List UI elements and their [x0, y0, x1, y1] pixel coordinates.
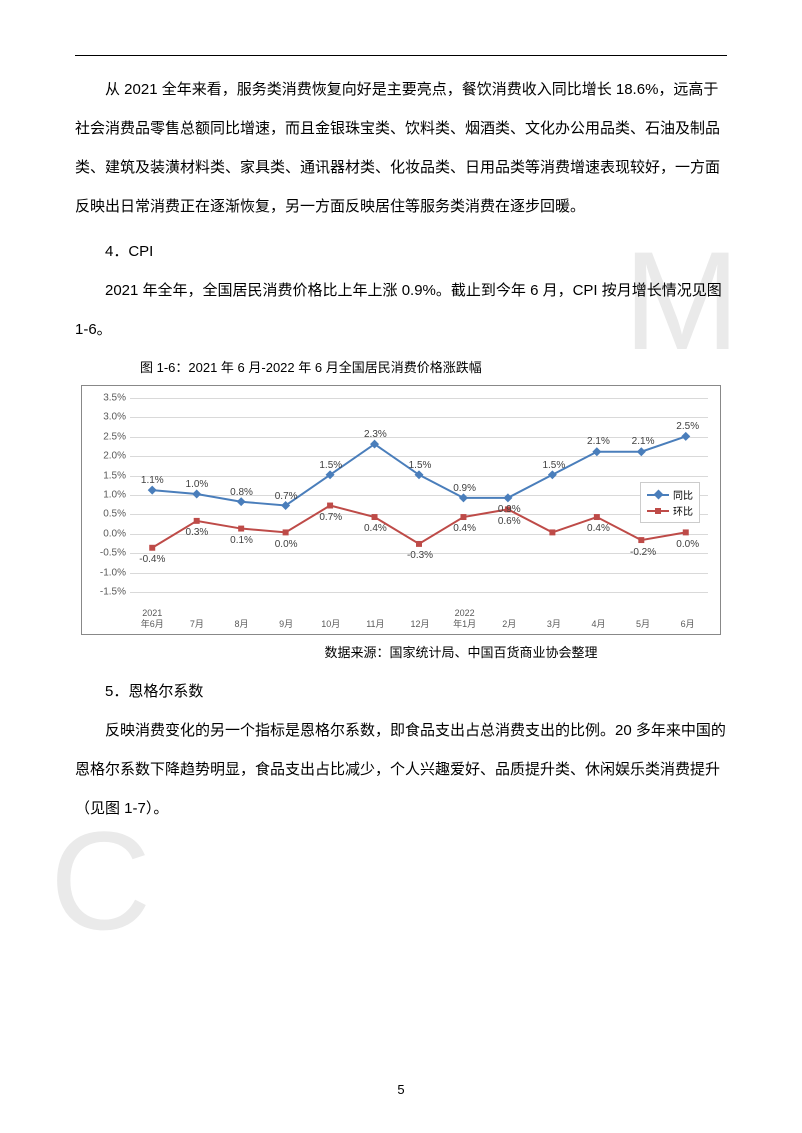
legend-line-yoy [647, 494, 669, 496]
data-label: 0.4% [364, 523, 387, 534]
x-tick-label: 2022 年1月 [453, 608, 476, 630]
data-label: -0.4% [139, 554, 165, 565]
y-tick-label: 1.5% [86, 470, 126, 481]
paragraph-1: 从 2021 全年来看，服务类消费恢复向好是主要亮点，餐饮消费收入同比增长 18… [75, 70, 727, 226]
paragraph-3: 反映消费变化的另一个指标是恩格尔系数，即食品支出占总消费支出的比例。20 多年来… [75, 711, 727, 828]
chart-legend: 同比 环比 [640, 482, 700, 523]
data-label: -0.3% [407, 550, 433, 561]
x-tick-label: 8月 [235, 619, 249, 630]
chart-source: 数据来源：国家统计局、中国百货商业协会整理 [75, 639, 727, 668]
legend-label-mom: 环比 [673, 503, 693, 518]
legend-item-yoy: 同比 [647, 487, 693, 502]
chart-title: 图 1-6：2021 年 6 月-2022 年 6 月全国居民消费价格涨跌幅 [75, 355, 727, 381]
data-label: 0.0% [676, 539, 699, 550]
data-label: 2.1% [587, 436, 610, 447]
x-tick-label: 7月 [190, 619, 204, 630]
data-label: -0.2% [630, 547, 656, 558]
data-label: 2.3% [364, 429, 387, 440]
x-tick-label: 4月 [591, 619, 605, 630]
y-tick-label: 0.0% [86, 528, 126, 539]
data-label: 0.7% [275, 491, 298, 502]
y-tick-label: -0.5% [86, 548, 126, 559]
legend-label-yoy: 同比 [673, 487, 693, 502]
data-label: 2.5% [676, 421, 699, 432]
data-label: 1.0% [186, 479, 209, 490]
heading-4-cpi: 4．CPI [75, 232, 727, 271]
data-label: 0.4% [587, 523, 610, 534]
data-label: 1.5% [542, 460, 565, 471]
data-label: 0.9% [498, 504, 521, 515]
data-label: 1.5% [409, 460, 432, 471]
x-tick-label: 9月 [279, 619, 293, 630]
legend-line-mom [647, 510, 669, 512]
top-rule [75, 55, 727, 56]
cpi-chart: -1.5% -1.0% -0.5% 0.0% 0.5% 1.0% 1.5% 2.0% 2.5% 3… [81, 385, 721, 635]
data-label: 0.0% [275, 539, 298, 550]
x-tick-label: 10月 [321, 619, 340, 630]
data-label: 1.1% [141, 475, 164, 486]
data-label: 0.8% [230, 487, 253, 498]
y-tick-label: -1.5% [86, 587, 126, 598]
diamond-icon [654, 490, 664, 500]
x-tick-label: 2月 [502, 619, 516, 630]
x-tick-label: 3月 [547, 619, 561, 630]
y-tick-label: 1.0% [86, 490, 126, 501]
paragraph-2: 2021 年全年，全国居民消费价格比上年上涨 0.9%。截止到今年 6 月，CP… [75, 271, 727, 349]
data-label: 0.3% [186, 527, 209, 538]
x-tick-label: 5月 [636, 619, 650, 630]
data-label: 2.1% [632, 436, 655, 447]
y-tick-label: 3.5% [86, 393, 126, 404]
data-label: 0.1% [230, 535, 253, 546]
legend-item-mom: 环比 [647, 503, 693, 518]
gridline [130, 592, 708, 593]
data-label: 0.7% [319, 512, 342, 523]
heading-5-engel: 5．恩格尔系数 [75, 672, 727, 711]
square-icon [655, 508, 661, 514]
x-tick-label: 12月 [410, 619, 429, 630]
data-label: 0.6% [498, 516, 521, 527]
y-tick-label: 2.0% [86, 451, 126, 462]
x-tick-label: 11月 [366, 619, 384, 630]
x-tick-label: 6月 [681, 619, 695, 630]
data-label: 0.4% [453, 523, 476, 534]
x-tick-label: 2021 年6月 [141, 608, 164, 630]
y-tick-label: 0.5% [86, 509, 126, 520]
data-label: 0.9% [453, 483, 476, 494]
page-number: 5 [0, 1082, 802, 1097]
y-tick-label: -1.0% [86, 567, 126, 578]
y-tick-label: 2.5% [86, 431, 126, 442]
y-tick-label: 3.0% [86, 412, 126, 423]
data-label: 1.5% [319, 460, 342, 471]
